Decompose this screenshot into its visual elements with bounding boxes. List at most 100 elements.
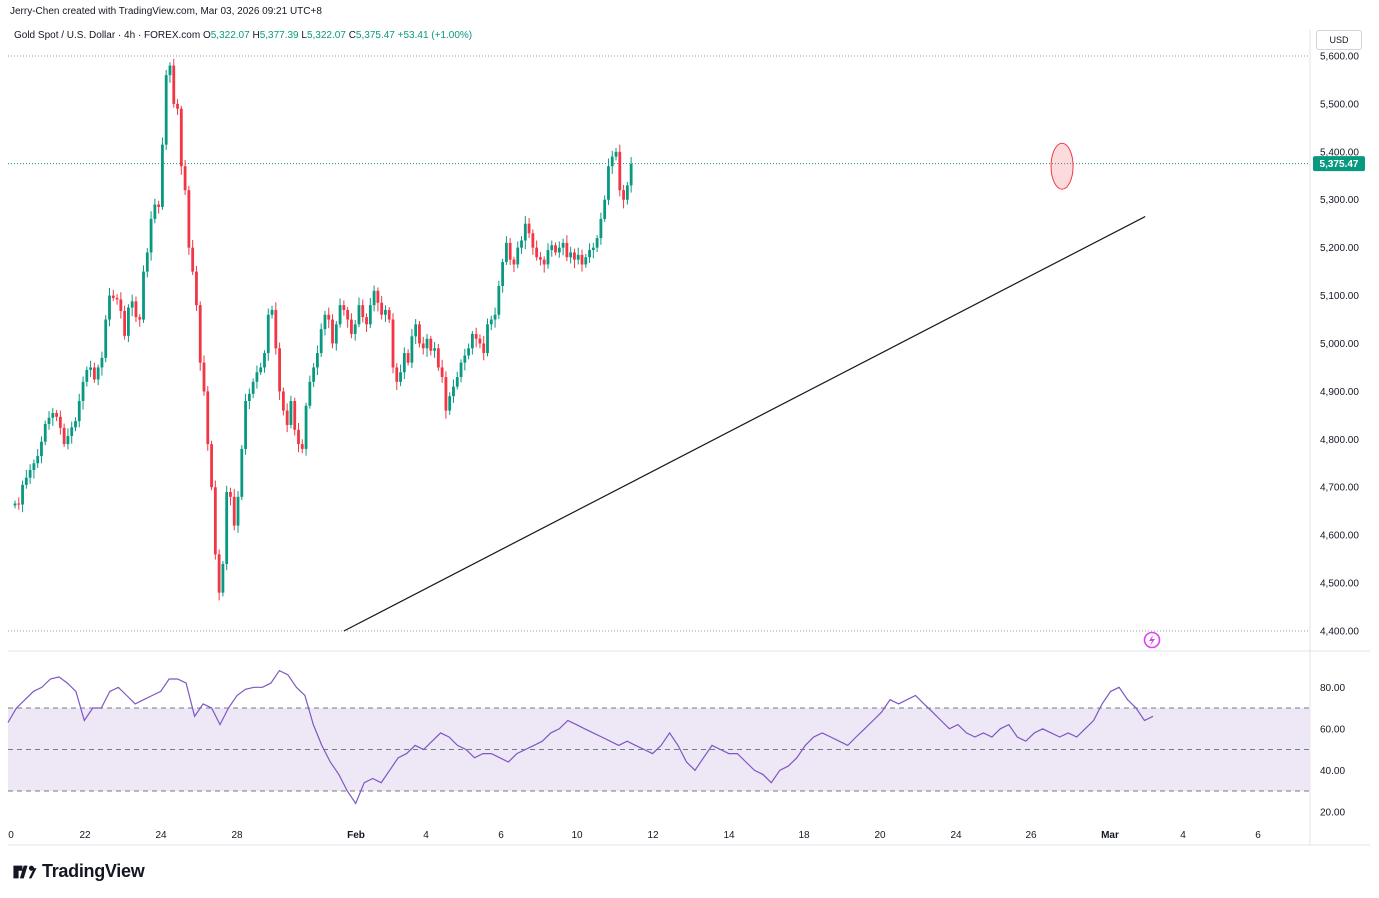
candle	[535, 240, 539, 261]
candle	[255, 365, 259, 389]
candle	[493, 307, 497, 328]
candle	[402, 347, 406, 379]
candle	[508, 238, 512, 265]
candle-body	[270, 309, 274, 315]
candle	[421, 336, 425, 355]
candle-body	[410, 336, 414, 363]
price-tick-label: 5,100.00	[1320, 291, 1359, 302]
candle	[573, 248, 576, 269]
candle	[70, 421, 74, 444]
candle-body	[285, 410, 289, 425]
candle-body	[149, 218, 153, 253]
currency-button[interactable]: USD	[1316, 30, 1362, 50]
candle	[312, 363, 316, 388]
candle-body	[512, 259, 516, 265]
candle	[153, 198, 157, 224]
time-tick-label: Feb	[347, 830, 365, 841]
candle	[221, 561, 225, 597]
candle	[452, 379, 455, 403]
candle	[55, 410, 58, 422]
candle	[161, 137, 164, 210]
tradingview-brand[interactable]: TradingView	[12, 861, 145, 882]
candle-body	[300, 444, 304, 449]
candle	[100, 351, 104, 376]
candle	[554, 242, 557, 256]
candle-body	[81, 381, 85, 401]
candle	[482, 335, 486, 361]
candle	[576, 247, 580, 265]
candle	[599, 212, 603, 245]
candle-body	[334, 324, 338, 344]
candle	[550, 240, 554, 257]
candle	[240, 445, 244, 501]
candle	[539, 251, 542, 266]
candle-body	[43, 423, 47, 442]
candle-body	[391, 319, 395, 368]
candle-body	[85, 369, 89, 382]
candle-body	[357, 305, 361, 325]
low-value: 5,322.07	[306, 30, 346, 41]
candle	[58, 410, 62, 435]
candle-body	[610, 156, 614, 167]
candle-body	[573, 252, 576, 260]
candle-body	[225, 492, 229, 564]
candle	[440, 359, 444, 383]
time-tick-label: 20	[874, 830, 886, 841]
candle-body	[346, 309, 350, 320]
candle-body	[629, 163, 633, 186]
candle-body	[312, 367, 316, 382]
candle	[478, 334, 482, 349]
candle-body	[440, 367, 444, 378]
candle-body	[259, 367, 263, 373]
candle-body	[380, 302, 384, 315]
candle-body	[448, 396, 452, 411]
candle-body	[191, 247, 195, 272]
candle-body	[368, 305, 372, 325]
candle-body	[387, 309, 391, 320]
candle	[353, 320, 357, 341]
rsi-tick-label: 20.00	[1320, 807, 1345, 818]
candle-body	[138, 317, 142, 320]
candle-body	[625, 185, 629, 200]
candle-body	[505, 242, 508, 263]
candle-body	[51, 412, 55, 418]
candle	[368, 297, 372, 329]
candle-body	[100, 357, 104, 368]
candle	[395, 363, 399, 390]
candle-body	[13, 503, 17, 506]
candle-body	[414, 324, 418, 337]
candle-body	[520, 240, 523, 248]
candle	[387, 307, 391, 323]
price-tick-label: 4,600.00	[1320, 531, 1359, 542]
candle	[247, 388, 251, 410]
candle	[96, 364, 100, 386]
candle-body	[342, 305, 346, 310]
candle	[542, 256, 546, 273]
candle	[21, 480, 24, 513]
candle-body	[119, 299, 123, 311]
candle	[289, 395, 293, 429]
candle-body	[323, 314, 327, 330]
time-tick-label: 4	[423, 830, 429, 841]
candle-body	[304, 405, 308, 449]
candle	[569, 246, 573, 264]
candle-body	[255, 372, 259, 382]
candle	[610, 150, 614, 174]
candle	[263, 350, 266, 373]
candle-body	[622, 190, 625, 200]
candle-body	[561, 242, 565, 248]
candle-body	[455, 377, 459, 387]
candle-body	[399, 372, 402, 382]
candle	[179, 105, 183, 175]
candle	[92, 362, 96, 383]
candle-body	[384, 309, 387, 315]
candle-body	[21, 484, 24, 505]
candle-body	[183, 166, 187, 191]
candle-body	[569, 252, 573, 258]
candle-body	[247, 393, 251, 401]
candle	[433, 342, 436, 358]
candle-body	[550, 245, 554, 251]
candle-body	[467, 348, 470, 356]
candle	[168, 62, 172, 83]
